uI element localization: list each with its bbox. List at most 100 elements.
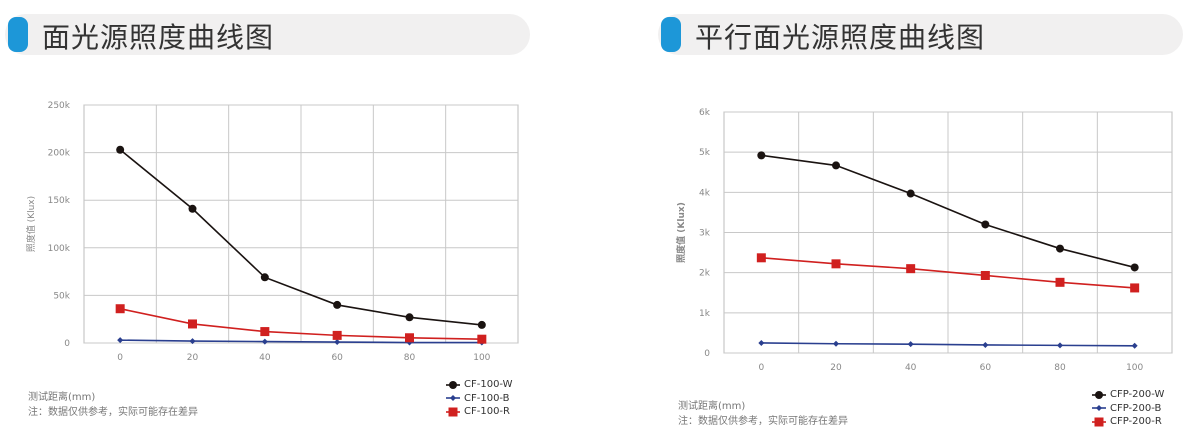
chart2-plot: 0 1k 2k 3k 4k 5k 6k 0 20 40 60 80 100 照度值 (Klux) [675,108,1173,373]
legend-label: CFP-200-R [1110,416,1162,427]
chart2-legend: CFP-200-W CFP-200-B CFP-200-R [1092,388,1164,429]
data-point [1130,283,1140,293]
legend-label: CF-100-W [464,379,513,390]
series-line [761,154,1135,269]
data-point [332,330,342,340]
series-line [120,339,482,344]
y-tick-label: 3k [699,229,711,239]
x-tick-label: 60 [331,353,343,363]
data-point [1131,342,1138,349]
legend-diamond-icon [1092,405,1106,412]
chart2-header: 平行面光源照度曲线图 [658,14,1183,55]
y-axis-label: 照度值 (Klux) [25,196,37,252]
x-tick-label: 40 [905,363,917,373]
chart1-notes: 测试距离(mm) 注：数据仅供参考，实际可能存在差异 [28,390,198,420]
x-tick-label: 60 [980,363,992,373]
y-tick-label: 200k [48,149,71,159]
x-tick-label: 80 [1054,363,1066,373]
data-point [189,338,196,345]
legend-item: CF-100-R [446,405,513,419]
legend-marker [1096,405,1102,412]
series-CF-100-W [116,145,486,329]
series-line [119,149,482,326]
y-axis-label: 照度值 (Klux) [675,202,687,263]
data-point [477,334,487,344]
chart1-plot: 0 50k 100k 150k 200k 250k 0 20 40 60 80 100 照度值 (Klu… [25,101,519,363]
series-CF-100-R [115,304,487,344]
data-point [833,340,839,347]
data-point [907,341,914,348]
data-point [980,270,990,280]
legend-item: CFP-200-B [1092,402,1164,416]
data-point [906,189,915,198]
data-point [188,204,197,213]
data-point [115,304,125,314]
data-point [117,337,124,344]
legend-square-icon [1092,417,1106,427]
y-tick-label: 6k [699,108,711,118]
legend-square-icon [446,407,460,417]
series-line [761,257,1135,289]
legend-label: CF-100-B [464,392,510,404]
header-accent-tab [8,17,28,52]
data-point [260,327,270,337]
chart1-xlabel: 测试距离(mm) [28,392,96,403]
y-tick-label: 5k [699,148,711,158]
chart1-header: 面光源照度曲线图 [5,14,530,55]
legend-item: CFP-200-W [1092,388,1164,402]
data-point [188,319,197,329]
x-tick-label: 20 [187,353,199,363]
data-point [477,320,486,329]
data-point [405,333,414,343]
series-CFP-200-B [758,339,1138,349]
series-line [120,307,482,340]
series-CFP-200-W [757,151,1139,272]
data-point [981,220,990,229]
y-tick-label: 100k [48,244,71,254]
x-tick-label: 20 [830,363,842,373]
chart2-title: 平行面光源照度曲线图 [695,21,986,54]
y-tick-label: 150k [48,196,71,206]
legend-diamond-icon [446,395,460,402]
data-point [260,273,269,282]
series-line [761,342,1135,347]
chart1-title: 面光源照度曲线图 [42,21,275,54]
header-accent-tab [661,17,681,52]
series-CFP-200-R [756,253,1140,293]
y-tick-label: 50k [53,291,70,301]
y-tick-label: 1k [699,309,711,319]
legend-circle-icon [446,380,460,389]
y-tick-label: 250k [48,101,71,111]
data-point [1056,244,1064,253]
x-tick-label: 100 [473,353,490,363]
x-tick-label: 0 [758,363,764,373]
legend-marker [1094,417,1104,427]
data-point [1055,277,1065,287]
x-tick-label: 100 [1126,363,1143,373]
chart2-xlabel: 测试距离(mm) [678,401,746,412]
legend-item: CF-100-W [446,378,513,392]
legend-marker [449,380,457,389]
data-point [832,161,840,170]
data-point [756,253,766,263]
legend-label: CF-100-R [464,406,510,417]
data-point [261,338,268,345]
legend-marker [1095,390,1103,399]
y-tick-label: 0 [704,349,710,359]
legend-item: CF-100-B [446,392,513,406]
data-point [334,339,341,346]
y-tick-label: 4k [699,188,711,198]
legend-label: CFP-200-W [1110,389,1165,400]
x-tick-label: 80 [404,353,416,363]
chart1-note: 注：数据仅供参考，实际可能存在差异 [28,407,198,418]
y-tick-label: 2k [699,269,711,279]
x-tick-label: 0 [117,353,123,363]
chart2-notes: 测试距离(mm) 注：数据仅供参考，实际可能存在差异 [678,399,848,429]
data-point [757,151,766,160]
data-point [405,313,414,322]
data-point [333,300,342,309]
legend-marker [448,407,458,417]
x-tick-label: 40 [259,353,271,363]
chart2-note: 注：数据仅供参考，实际可能存在差异 [678,416,848,427]
